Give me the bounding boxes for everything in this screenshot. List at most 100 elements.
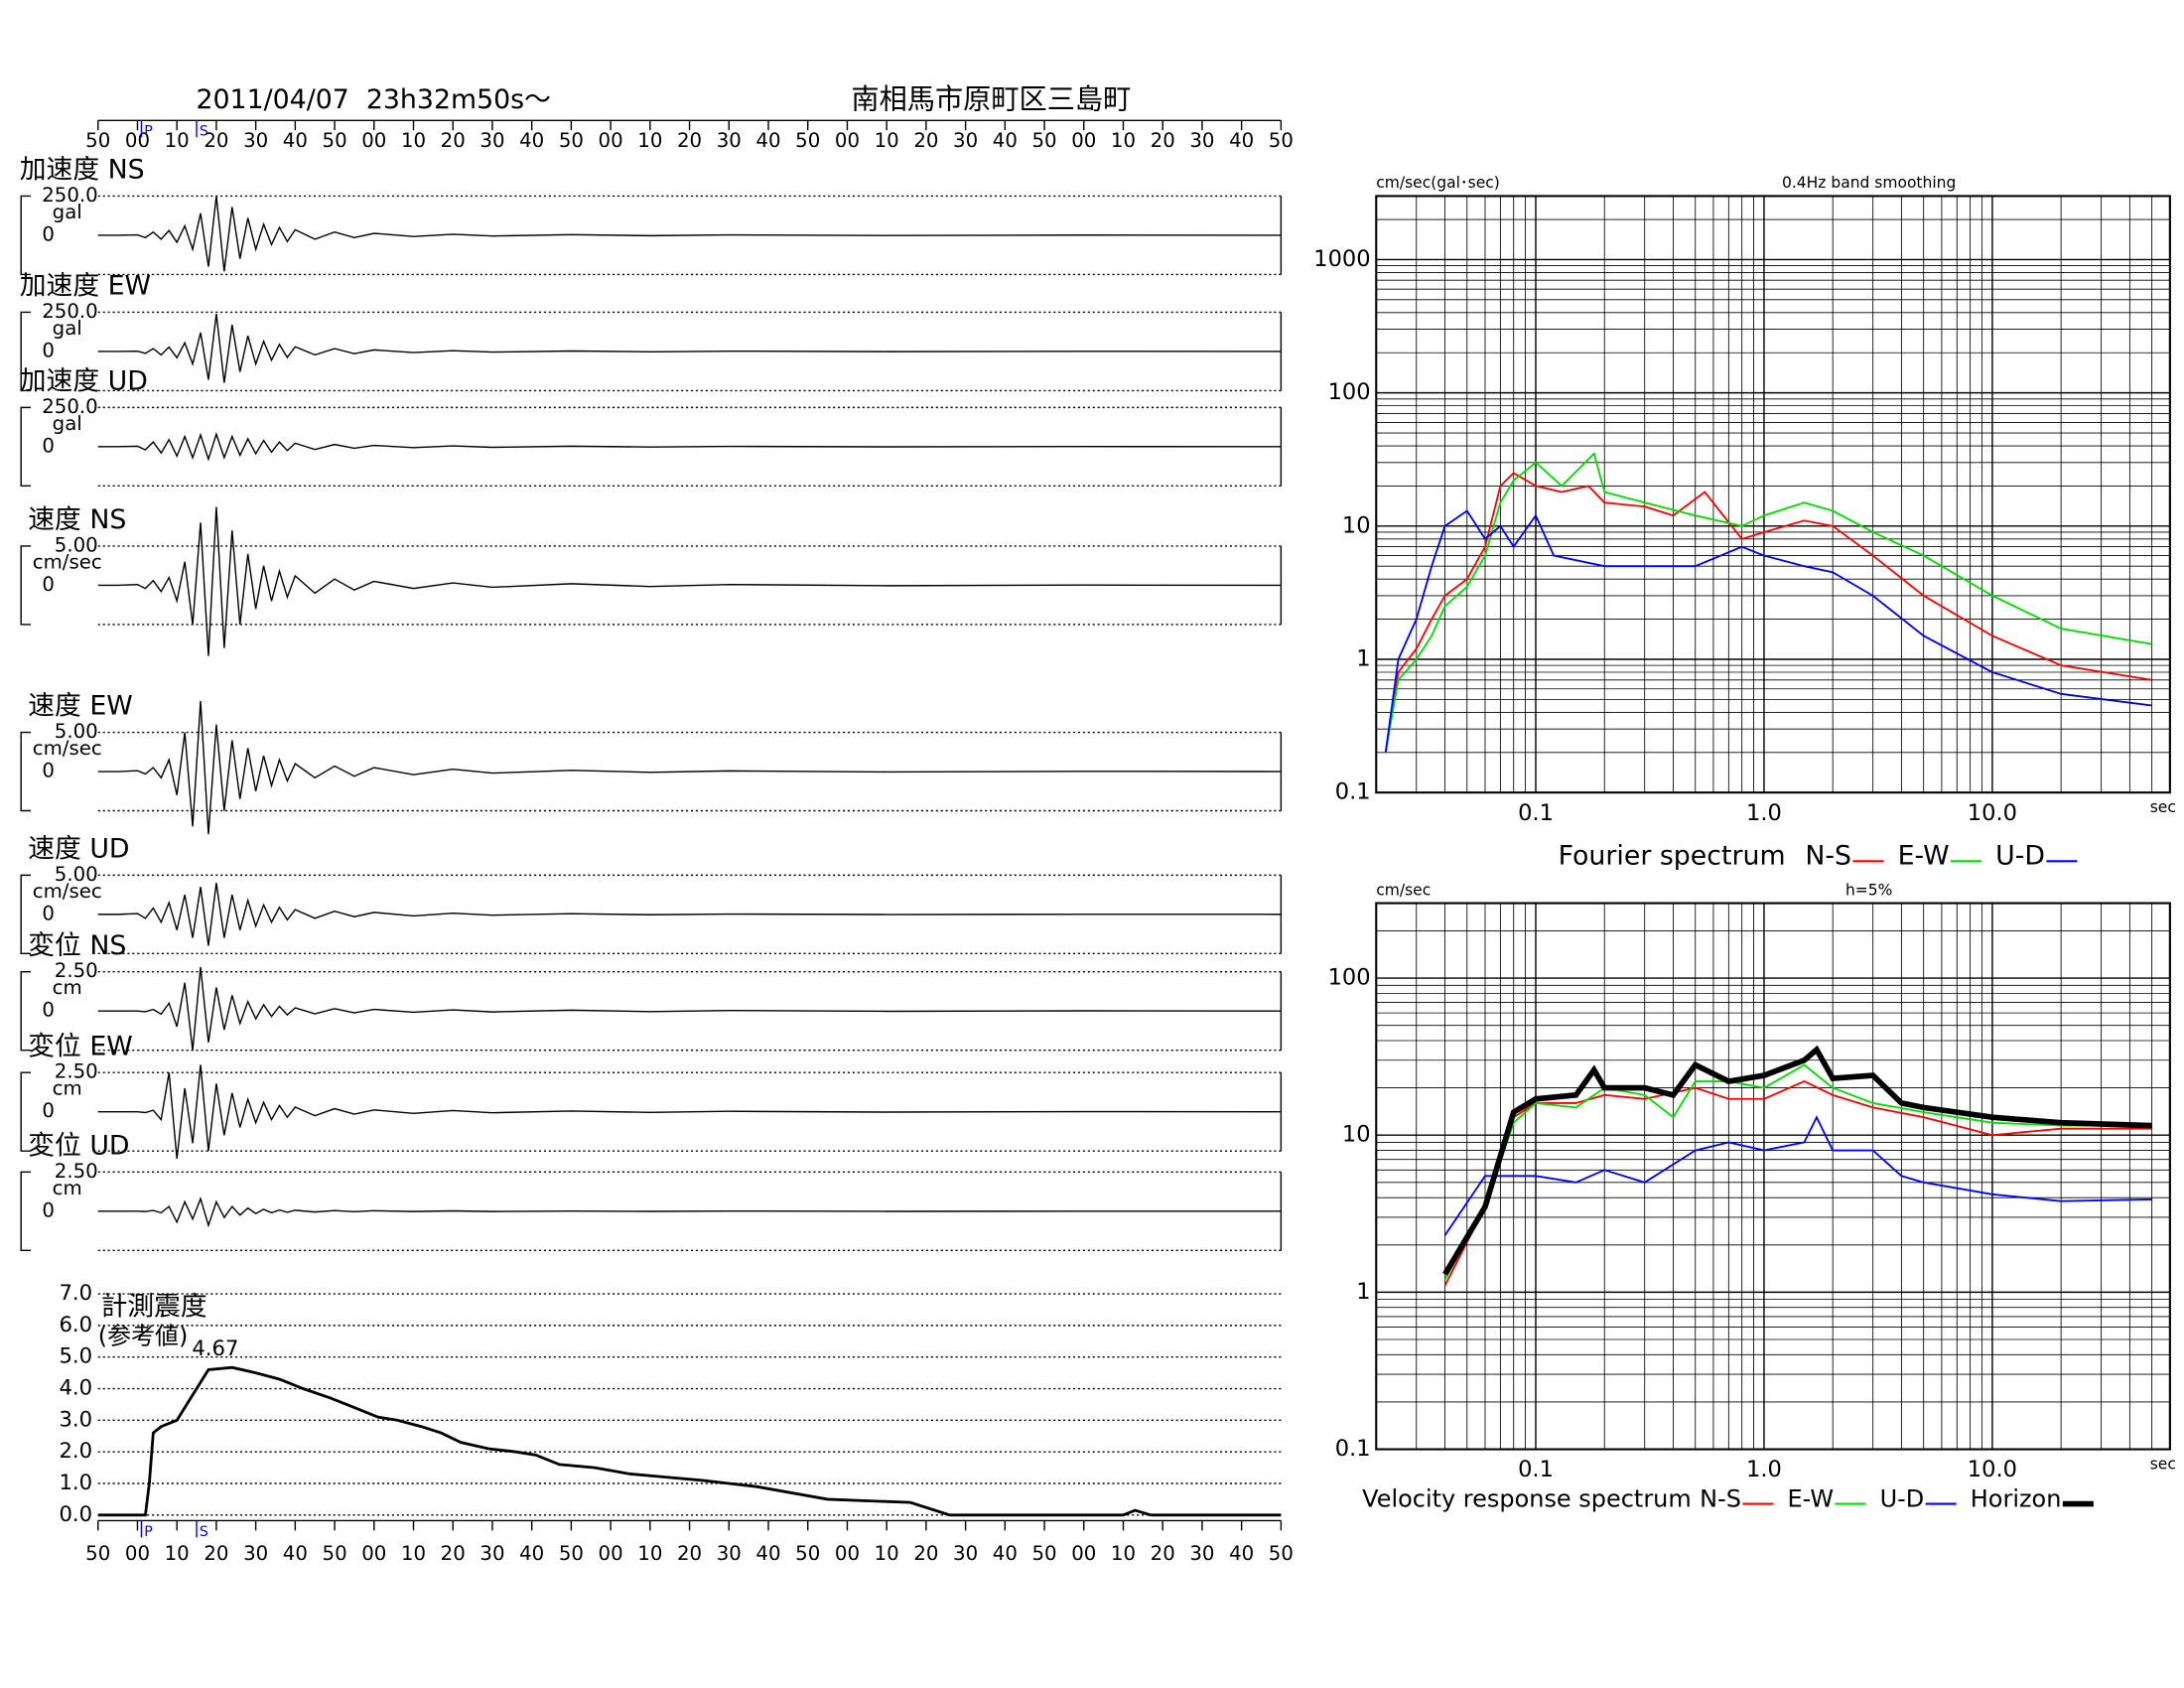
y-tick-label: 5.00 [55,863,98,886]
chart-title: Fourier spectrum [1559,841,1786,872]
y-tick-label: 2.50 [55,1160,98,1183]
x-tick-label: 10 [637,1542,662,1565]
x-tick-label: 10 [401,129,426,152]
x-tick-label: 30 [717,1542,742,1565]
spectrum-line [1384,509,2152,753]
phase-label: P [144,124,153,140]
peak-label: 4.67 [192,1336,238,1360]
y-tick-label: 5.00 [55,533,98,556]
panel-label: 加速度 EW [20,271,151,302]
x-tick-label: 40 [993,1542,1018,1565]
waveform [97,196,1282,272]
y-tick-label: 7.0 [59,1280,92,1305]
x-tick-label: 0.1 [1518,800,1554,826]
x-tick-label: 00 [599,129,623,152]
unit-label: gal [53,412,82,435]
legend-label: E-W [1898,841,1950,872]
y-tick-label: 0.1 [1335,1436,1371,1462]
y-tick-label: 0 [42,1099,55,1122]
unit-label: cm/sec [33,550,102,573]
x-tick-label: 00 [835,1542,860,1565]
waveform [97,431,1282,462]
x-tick-label: 10 [875,129,899,152]
chart-subtitle: 0.4Hz band smoothing [1782,174,1956,192]
y-tick-label: 5.00 [55,720,98,743]
x-tick-label: 50 [323,129,347,152]
plot-frame [1375,195,2171,794]
x-tick-label: 30 [1189,129,1214,152]
intensity-line [97,1365,1282,1517]
x-tick-label: 10 [165,129,190,152]
x-tick-label: 40 [755,1542,780,1565]
x-tick-label: 20 [1151,129,1175,152]
panel-bracket [20,874,32,955]
y-tick-label: 0 [42,1198,55,1221]
x-tick-label: 40 [283,129,308,152]
x-tick-label: 00 [361,129,386,152]
panel-label: 変位 UD [28,1130,129,1161]
spectrum-line [1442,1045,2152,1276]
x-tick-label: 30 [1189,1542,1214,1565]
x-tick-label: 30 [953,1542,978,1565]
x-tick-label: 40 [519,1542,544,1565]
panel-label: 速度 EW [28,691,132,722]
x-tick-label: 10 [637,129,662,152]
x-tick-label: 20 [1151,1542,1175,1565]
x-tick-label: 20 [677,1542,702,1565]
spectrum-line [1443,1080,2152,1287]
x-tick-label: 1.0 [1746,1457,1782,1482]
y-tick-label: 2.0 [59,1438,92,1463]
y-tick-label: 0 [42,573,55,596]
x-tick-label: 10 [1111,1542,1136,1565]
x-tick-label: 10 [875,1542,899,1565]
y-tick-label: 250.0 [42,395,97,418]
x-tick-label: 30 [479,129,504,152]
y-tick-label: 4.0 [59,1375,92,1400]
y-tick-label: 0 [42,760,55,782]
intensity-title: 計測震度 [101,1292,207,1323]
intensity-subtitle: (参考値) [98,1323,189,1350]
x-tick-label: 50 [323,1542,347,1565]
x-tick-label: 50 [85,129,110,152]
y-tick-label: 5.0 [59,1343,92,1368]
chart-title: Velocity response spectrum [1362,1484,1692,1512]
x-tick-label: 50 [795,129,820,152]
x-tick-label: 10 [401,1542,426,1565]
x-tick-label: 00 [1071,1542,1096,1565]
spectrum-line [1384,472,2152,753]
x-axis-label: sec [2150,798,2176,816]
x-tick-label: 40 [993,129,1018,152]
waveform [97,506,1282,656]
waveform [97,966,1282,1051]
phase-label: S [200,124,208,140]
y-tick-label: 1.0 [59,1470,92,1494]
legend-label: N-S [1700,1484,1741,1512]
x-tick-label: 30 [717,129,742,152]
x-tick-label: 00 [835,129,860,152]
spectrum-line [1443,1115,2152,1236]
y-tick-label: 0 [42,999,55,1022]
panel-bracket [20,545,32,626]
phase-label: P [144,1524,153,1540]
spectrum-line [1443,1063,2152,1281]
unit-label: cm [53,1177,82,1199]
panel-label: 速度 NS [28,504,126,535]
x-tick-label: 00 [599,1542,623,1565]
x-tick-label: 50 [1031,129,1056,152]
x-tick-label: 50 [1269,129,1294,152]
y-tick-label: 1 [1356,1279,1370,1305]
x-tick-label: 00 [361,1542,386,1565]
x-tick-label: 10 [1111,129,1136,152]
x-tick-label: 30 [479,1542,504,1565]
y-tick-label: 10 [1342,1122,1371,1148]
x-tick-label: 1.0 [1746,800,1782,826]
waveform [97,883,1282,946]
panel-bracket [20,731,32,812]
waveform [97,700,1282,835]
y-tick-label: 10 [1342,512,1371,538]
x-tick-label: 20 [204,129,228,152]
waveform [97,313,1282,383]
unit-label: gal [53,317,82,340]
